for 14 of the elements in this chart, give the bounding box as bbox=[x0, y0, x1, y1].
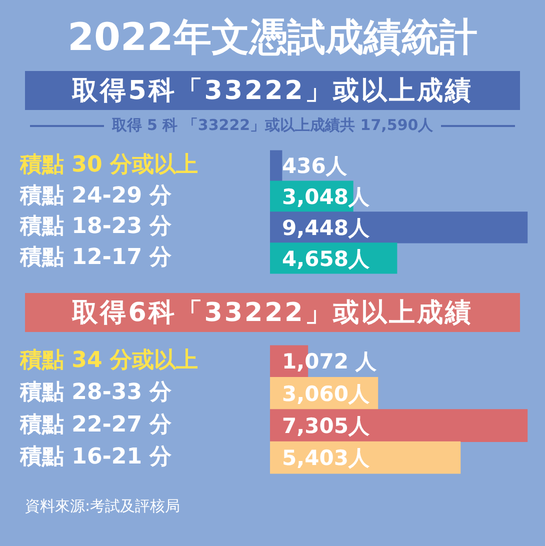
source-note: 資料來源:考試及評核局 bbox=[25, 497, 182, 516]
chart-title: 取得6科「33222」或以上成績 bbox=[25, 293, 520, 332]
text: 取得 5 科 「33222」或以上成績共 17,590人 bbox=[112, 116, 434, 135]
data-label: 5,403人 bbox=[282, 446, 370, 470]
chart-subtitle: 取得5科「33222」或以上成績 bbox=[25, 71, 520, 110]
chart-title: 2022年文憑試成績統計 bbox=[66, 14, 478, 61]
bar bbox=[270, 212, 528, 244]
data-label: 3,060人 bbox=[282, 382, 370, 406]
data-label: 4,658人 bbox=[282, 246, 370, 271]
data-label: 9,448人 bbox=[282, 216, 370, 240]
data-label: 7,305人 bbox=[282, 414, 370, 438]
data-label: 436人 bbox=[282, 154, 348, 178]
bar bbox=[270, 150, 282, 182]
bar bbox=[270, 409, 528, 442]
